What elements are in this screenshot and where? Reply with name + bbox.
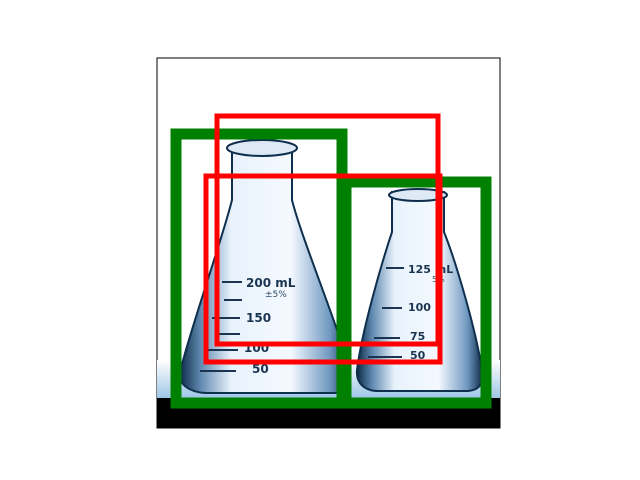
small-flask-rim bbox=[388, 188, 448, 202]
small-flask-body bbox=[355, 191, 484, 392]
large-flask-label-tolerance: ±5% bbox=[265, 290, 287, 300]
large-flask-rim bbox=[226, 139, 298, 157]
large-flask-label-200: 200 mL bbox=[246, 276, 296, 290]
small-flask-label-75: 75 bbox=[410, 330, 425, 343]
bounding-boxes bbox=[170, 113, 492, 409]
photo: 200 mL ±5% 150 100 50 125 mL 5% 100 75 5… bbox=[156, 57, 501, 429]
small-flask-label-100: 100 bbox=[408, 301, 431, 314]
small-flask-label-50: 50 bbox=[410, 349, 426, 362]
green-box-small-flask bbox=[340, 176, 492, 409]
large-flask-label-50: 50 bbox=[252, 362, 269, 376]
large-flask: 200 mL ±5% 150 100 50 bbox=[178, 139, 352, 394]
red-box-lower bbox=[203, 173, 443, 365]
small-flask-label-125: 125 mL bbox=[408, 263, 453, 276]
large-flask-label-150: 150 bbox=[246, 311, 271, 325]
